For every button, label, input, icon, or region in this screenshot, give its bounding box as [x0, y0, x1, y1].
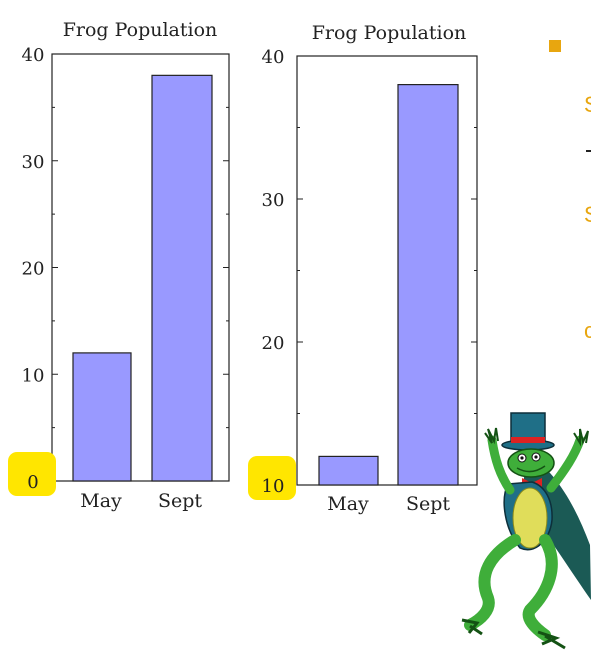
y-tick-label: 20	[262, 333, 285, 354]
x-tick-label: Sept	[158, 490, 202, 512]
chart-title: Frog Population	[63, 19, 218, 41]
y-tick-label: 20	[22, 259, 45, 280]
y-tick-label: 10	[22, 365, 45, 386]
bar	[72, 352, 132, 482]
highlight-mark	[248, 456, 296, 500]
bar	[397, 83, 459, 486]
y-tick-label: 40	[262, 47, 285, 68]
bar	[318, 455, 379, 486]
clipped-text-fragment: S	[584, 92, 591, 118]
dancing-frog-in-top-hat-icon	[461, 412, 591, 650]
clipped-text-fragment: c	[584, 318, 591, 343]
chart-frog-population-from-ten: Frog Population 10 20 30 40 May Sept	[248, 22, 478, 515]
clipped-text-fragment: S	[584, 202, 591, 228]
chart-frog-population-from-zero: Frog Population 0 10 20 30 40 May Sept	[8, 19, 230, 512]
bar	[151, 74, 213, 482]
clipped-dash	[586, 150, 591, 152]
x-tick-label: Sept	[406, 493, 450, 515]
x-tick-label: May	[327, 493, 369, 515]
y-tick-label: 10	[262, 476, 285, 497]
y-tick-label: 0	[27, 472, 38, 493]
x-tick-label: May	[80, 490, 122, 512]
y-tick-label: 30	[22, 152, 45, 173]
y-tick-label: 30	[262, 190, 285, 211]
bullet-icon	[549, 40, 561, 52]
highlight-mark	[8, 452, 56, 496]
y-tick-label: 40	[22, 45, 45, 66]
chart-title: Frog Population	[312, 22, 467, 44]
